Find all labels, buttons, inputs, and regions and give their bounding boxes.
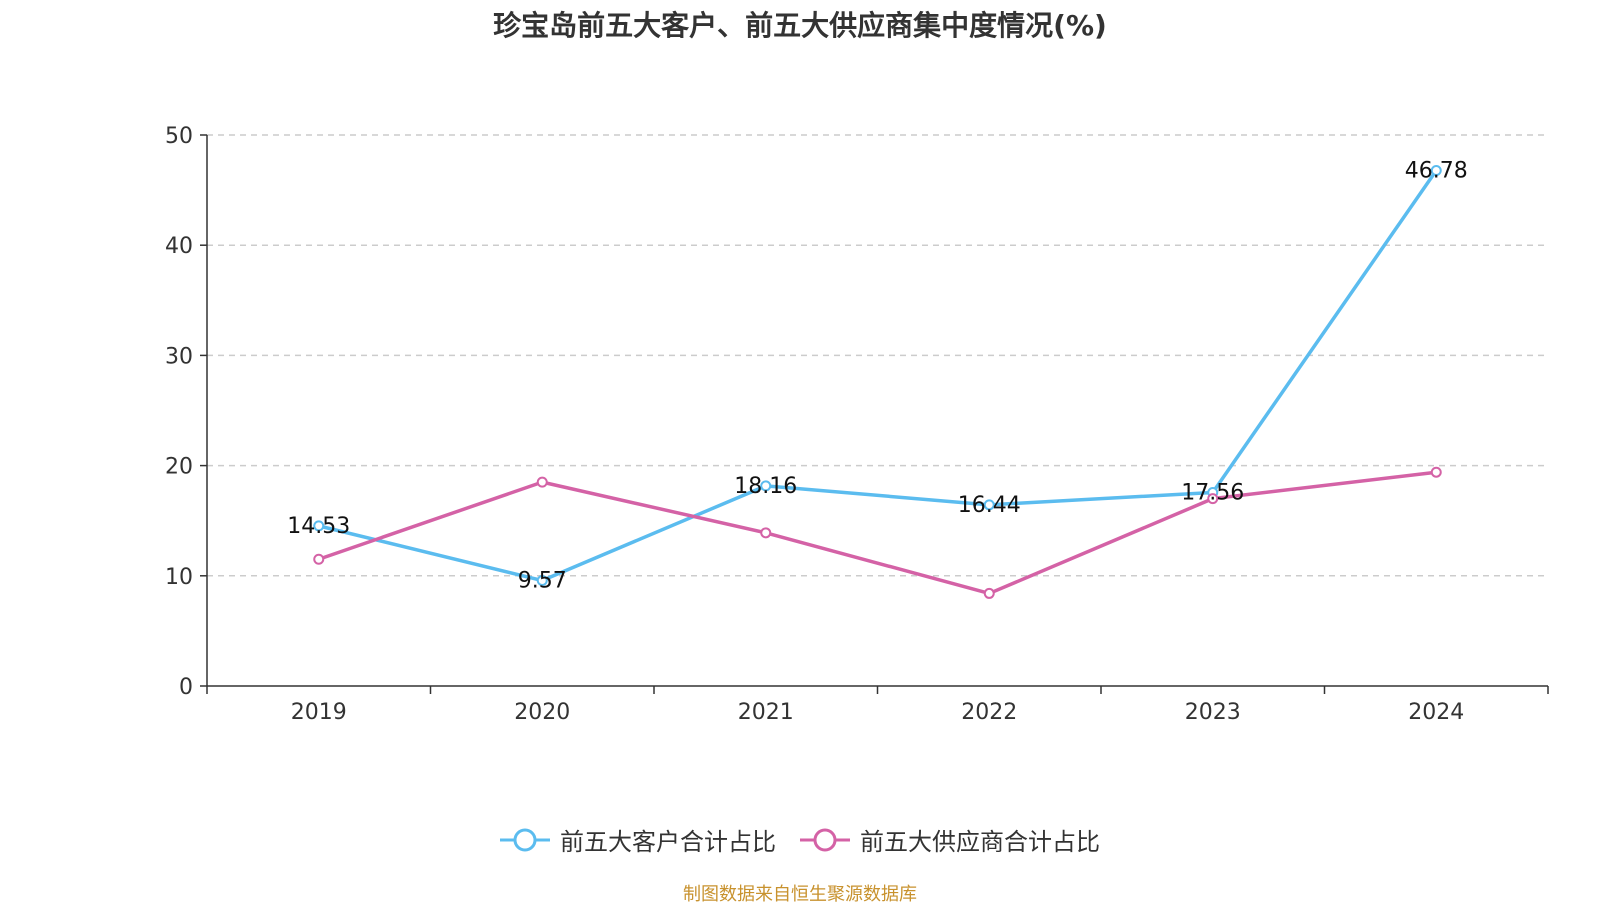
series-line-1	[318, 470, 1437, 596]
series-1-point	[760, 527, 772, 539]
x-tick-label: 2020	[514, 700, 570, 725]
x-tick-label: 2019	[291, 700, 347, 725]
chart-title: 珍宝岛前五大客户、前五大供应商集中度情况(%)	[493, 9, 1107, 42]
series-0-point	[536, 575, 548, 587]
series-1-point	[536, 476, 548, 488]
data-label: 18.16	[734, 474, 797, 499]
data-label: 14.53	[287, 514, 350, 539]
series-0-point	[760, 480, 772, 492]
x-tick-label: 2022	[961, 700, 1017, 725]
series-1-point	[983, 587, 995, 599]
series-0-point	[313, 520, 325, 532]
y-tick-label: 20	[165, 455, 193, 480]
y-tick-label: 30	[165, 344, 193, 369]
data-label: 17.56	[1181, 480, 1244, 505]
axes: 0 10 20 30 40 50 2019 2020 2021 2022 2023 2024	[165, 124, 1549, 725]
y-tick-label: 10	[165, 565, 193, 590]
series-line-0	[318, 169, 1438, 583]
legend-label-customers: 前五大客户合计占比	[560, 828, 776, 856]
x-tick-label: 2021	[738, 700, 794, 725]
y-tick-label: 50	[165, 124, 193, 149]
grid-lines	[207, 134, 1548, 577]
legend-item-suppliers[interactable]: 前五大供应商合计占比	[800, 822, 1100, 857]
data-label: 16.44	[958, 493, 1021, 518]
legend-label-suppliers: 前五大供应商合计占比	[860, 828, 1100, 856]
legend-item-customers[interactable]: 前五大客户合计占比	[500, 822, 776, 857]
x-tick-label: 2024	[1408, 700, 1464, 725]
data-labels: 14.53 9.57 18.16 16.44 17.56 46.78	[287, 158, 1467, 593]
series-0-point	[983, 499, 995, 511]
y-tick-label: 0	[179, 675, 193, 700]
x-tick-label: 2023	[1185, 700, 1241, 725]
data-label: 9.57	[518, 569, 567, 594]
series-0-point	[1430, 164, 1442, 176]
series-1-point	[1430, 466, 1442, 478]
series-layer	[313, 164, 1442, 599]
series-1-point	[313, 553, 325, 565]
legend-swatch-suppliers-icon	[800, 828, 850, 851]
legend: 前五大客户合计占比 前五大供应商合计占比	[0, 822, 1600, 857]
legend-swatch-customers-icon	[500, 828, 550, 851]
y-tick-label: 40	[165, 234, 193, 259]
data-label: 46.78	[1405, 158, 1468, 183]
series-1-point	[1207, 493, 1219, 505]
data-source-note: 制图数据来自恒生聚源数据库	[683, 884, 917, 905]
